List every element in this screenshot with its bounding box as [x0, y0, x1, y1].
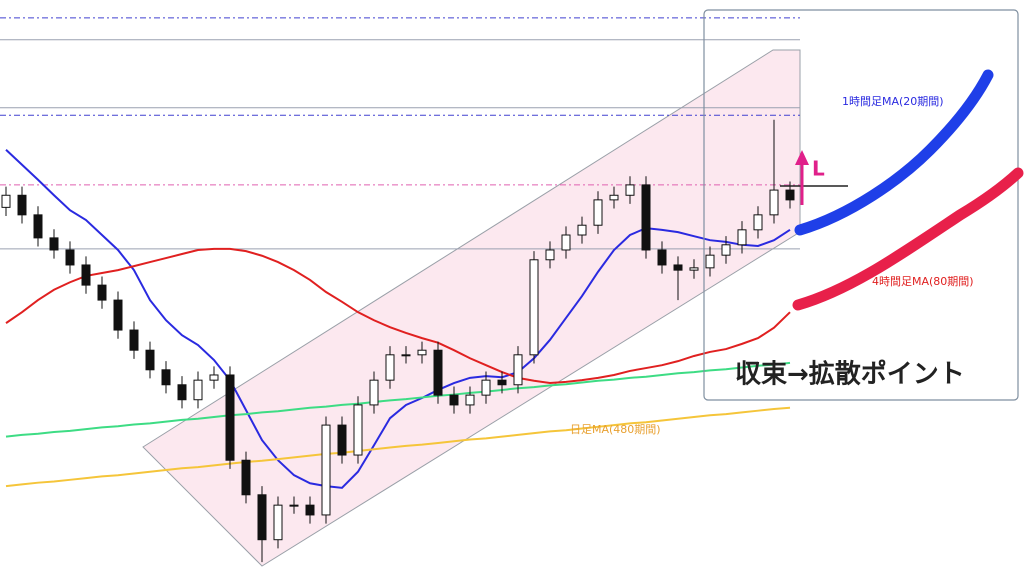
candle-body — [545, 249, 555, 261]
candle-body — [305, 504, 315, 516]
candle-body — [177, 384, 187, 401]
candle-body — [513, 354, 523, 386]
candle-body — [257, 494, 267, 541]
projection-4h — [792, 167, 1024, 311]
candle-body — [65, 249, 75, 266]
candle-body — [561, 234, 571, 251]
candle-body — [33, 214, 43, 239]
candle-body — [337, 424, 347, 456]
candle-body — [369, 379, 379, 406]
candle-body — [641, 184, 651, 251]
moving-average — [5, 361, 791, 438]
ma-label: 1時間足MA(20期間) — [842, 95, 944, 108]
candle-body — [17, 194, 27, 216]
ma-label: 4時間足MA(80期間) — [872, 275, 974, 288]
annotation-point: 収束→拡散ポイント — [735, 359, 965, 390]
candle-body — [769, 189, 779, 216]
candle-body — [625, 184, 635, 196]
candle-body — [81, 264, 91, 286]
candle-body — [481, 379, 491, 396]
candle-body — [241, 459, 251, 496]
arrow-head — [795, 150, 809, 165]
candle-body — [417, 349, 427, 356]
candle-body — [609, 194, 619, 201]
candle-body — [529, 259, 539, 356]
candle-body — [1, 194, 11, 208]
annotation-l: L — [812, 157, 825, 181]
highlight-frame — [703, 9, 1019, 401]
projection-1h — [794, 69, 994, 236]
candle-body — [737, 229, 747, 246]
moving-average — [5, 149, 791, 489]
moving-average — [5, 247, 791, 385]
candle-body — [465, 394, 475, 406]
candle-body — [289, 504, 299, 507]
candle-body — [401, 354, 411, 357]
candle-body — [689, 267, 699, 271]
candle-body — [113, 299, 123, 331]
candle-body — [273, 504, 283, 541]
candle-body — [385, 354, 395, 381]
candle-body — [97, 284, 107, 301]
candle-body — [129, 329, 139, 351]
candle-body — [145, 349, 155, 371]
candle-body — [433, 349, 443, 396]
ma-label: 日足MA(480期間) — [570, 423, 661, 436]
trend-channel — [142, 49, 801, 567]
candle-body — [785, 189, 795, 201]
candle-body — [577, 224, 587, 236]
candle-body — [353, 404, 363, 456]
candle-body — [161, 369, 171, 386]
candle-body — [593, 199, 603, 226]
candle-body — [225, 374, 235, 461]
candle-body — [721, 244, 731, 256]
candle-body — [497, 379, 507, 386]
candle-body — [449, 394, 459, 406]
candle-body — [193, 379, 203, 401]
candle-body — [209, 374, 219, 381]
candle-body — [753, 214, 763, 231]
candle-body — [673, 264, 683, 271]
moving-average — [5, 406, 791, 488]
candle-body — [49, 237, 59, 251]
candle-body — [321, 424, 331, 516]
candle-body — [657, 249, 667, 266]
candle-body — [705, 254, 715, 269]
